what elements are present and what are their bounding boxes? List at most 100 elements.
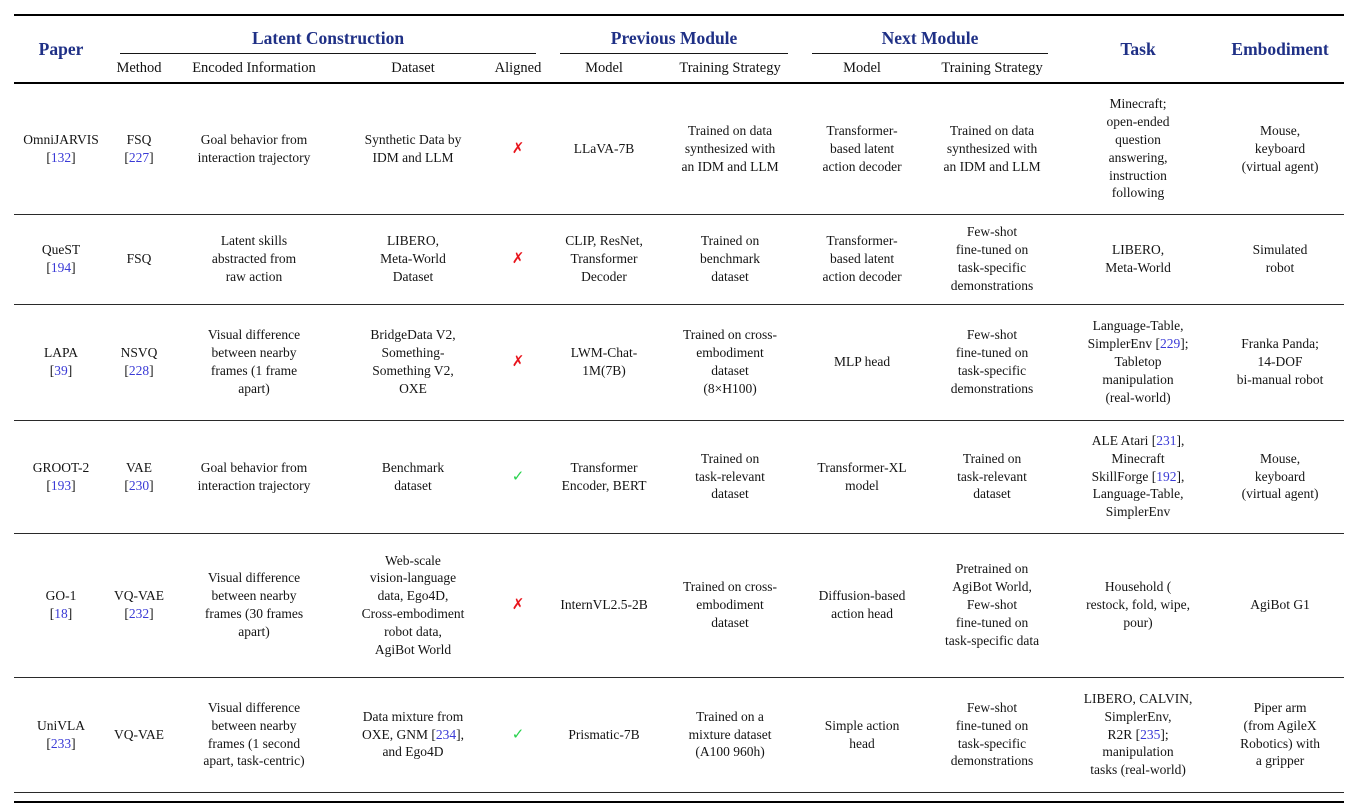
citation-link[interactable]: [235] — [1135, 726, 1165, 742]
table-bottom-rule — [14, 800, 1344, 803]
citation-link[interactable]: [232] — [124, 606, 154, 621]
cell-task: ALE Atari [231], Minecraft SkillForge [192… — [1060, 419, 1217, 533]
table-row: LAPA [39] NSVQ [228] Visual difference betwee… — [14, 303, 1345, 420]
cell-previous-training: Trained on task-relevant dataset — [660, 419, 801, 533]
table-row: GROOT-2 [193] VAE [230] Goal behavior from in… — [14, 419, 1345, 533]
cell-previous-training: Trained on a mixture dataset (A100 960h) — [660, 676, 801, 792]
citation-link[interactable]: [194] — [46, 260, 76, 275]
cell-previous-training: Trained on benchmark dataset — [660, 213, 801, 304]
cell-previous-training: Trained on cross-embodiment dataset — [660, 532, 801, 677]
citation-link[interactable]: [18] — [49, 606, 73, 621]
aligned-cross-icon: ✗ — [511, 138, 525, 157]
citation-link[interactable]: [234] — [431, 726, 461, 742]
citation-number: 232 — [128, 606, 150, 621]
aligned-cross-icon: ✗ — [511, 249, 525, 268]
citation-link[interactable]: [233] — [46, 735, 76, 751]
cell-next-model: MLP head — [800, 303, 925, 420]
cell-aligned: ✗ — [488, 213, 549, 304]
cell-previous-model: LLaVA-7B — [573, 140, 635, 156]
cell-embodiment: Franka Panda; 14-DOF bi-manual robot — [1216, 303, 1345, 420]
cell-next-training: Few-shot fine-tuned on task-specific demons… — [924, 676, 1061, 792]
cell-task: LIBERO, CALVIN, SimplerEnv, R2R [235]; mani… — [1060, 676, 1217, 792]
column-header-aligned: Aligned — [488, 55, 549, 84]
cell-dataset: LIBERO, Meta-World Dataset — [338, 213, 488, 304]
cell-embodiment: Mouse, keyboard (virtual agent) — [1216, 419, 1345, 533]
group-header-label: Next Module — [812, 28, 1049, 54]
cell-dataset: Data mixture from OXE, GNM [234], and Ego4… — [338, 676, 488, 792]
cell-encoded-information: Visual difference between nearby frames (3… — [170, 532, 338, 677]
column-header-task: Task — [1060, 15, 1217, 84]
citation-link[interactable]: [192] — [1151, 468, 1182, 484]
cell-previous-model: CLIP, ResNet, Transformer Decoder — [548, 213, 661, 304]
citation-link[interactable]: [230] — [124, 477, 154, 493]
cell-dataset: Benchmark dataset — [338, 419, 488, 533]
cell-previous-training: Trained on data synthesized with an IDM an… — [681, 123, 779, 174]
aligned-check-icon: ✓ — [511, 466, 525, 485]
cell-task: Language-Table, SimplerEnv [229]; Tabletop… — [1060, 303, 1217, 420]
column-header-paper: Paper — [14, 15, 108, 84]
citation-link[interactable]: [132] — [46, 149, 76, 165]
cell-method: VQ-VAE [232] — [108, 532, 170, 677]
citation-number: 231 — [1156, 432, 1177, 448]
table-body: OmniJARVIS [132] FSQ [227] Goal behavior fro… — [14, 83, 1345, 792]
table-header: Paper Latent Construction Previous Modul… — [14, 15, 1345, 84]
cell-method: NSVQ [228] — [108, 303, 170, 420]
cell-method: VQ-VAE — [108, 676, 170, 792]
cell-embodiment: Mouse, keyboard (virtual agent) — [1241, 123, 1319, 174]
group-header-previous-module: Previous Module — [548, 15, 800, 55]
cell-paper: OmniJARVIS [132] — [23, 131, 99, 165]
cell-dataset: Web-scale vision-language data, Ego4D, Cros… — [338, 532, 488, 677]
aligned-cross-icon: ✗ — [511, 352, 525, 371]
cell-task: Minecraft; open-ended question answering, in… — [1106, 96, 1170, 201]
cell-aligned: ✓ — [488, 419, 549, 533]
cell-previous-model: InternVL2.5-2B — [548, 532, 661, 677]
cell-paper: LAPA [39] — [14, 303, 108, 420]
citation-link[interactable]: [229] — [1155, 336, 1185, 352]
column-header-dataset: Dataset — [338, 55, 488, 84]
group-header-latent-construction: Latent Construction — [108, 15, 548, 55]
cell-paper: GROOT-2 [193] — [14, 419, 108, 533]
cell-encoded-information: Visual difference between nearby frames (1… — [170, 303, 338, 420]
cell-next-training: Few-shot fine-tuned on task-specific demons… — [924, 213, 1061, 304]
cell-encoded-information: Visual difference between nearby frames (1… — [170, 676, 338, 792]
citation-link[interactable]: [39] — [49, 363, 73, 378]
cell-aligned: ✗ — [488, 532, 549, 677]
citation-number: 18 — [54, 606, 68, 621]
citation-number: 230 — [128, 477, 150, 493]
citation-number: 193 — [50, 477, 72, 493]
aligned-check-icon: ✓ — [511, 724, 525, 743]
cell-previous-model: Prismatic-7B — [548, 676, 661, 792]
cell-method: FSQ — [108, 213, 170, 304]
group-header-label: Latent Construction — [120, 28, 537, 54]
citation-number: 228 — [128, 363, 150, 378]
citation-number: 227 — [128, 149, 150, 165]
cell-embodiment: Simulated robot — [1216, 213, 1345, 304]
column-header-next-training-strategy: Training Strategy — [924, 55, 1061, 84]
citation-number: 233 — [50, 735, 72, 751]
column-header-next-model: Model — [800, 55, 925, 84]
citation-number: 234 — [435, 726, 457, 742]
citation-link[interactable]: [193] — [46, 477, 76, 493]
cell-embodiment: AgiBot G1 — [1216, 532, 1345, 677]
cell-encoded-information: Latent skills abstracted from raw action — [170, 213, 338, 304]
table-row: GO-1 [18] VQ-VAE [232] Visual difference betw… — [14, 532, 1345, 677]
citation-link[interactable]: [231] — [1151, 432, 1181, 448]
cell-next-model: Diffusion-based action head — [800, 532, 925, 677]
cell-next-training: Few-shot fine-tuned on task-specific demons… — [924, 303, 1061, 420]
citation-number: 192 — [1156, 468, 1177, 484]
cell-aligned: ✓ — [488, 676, 549, 792]
citation-number: 229 — [1159, 336, 1181, 352]
cell-dataset: Synthetic Data by IDM and LLM — [364, 131, 462, 165]
cell-encoded-information: Goal behavior from interaction trajectory — [197, 131, 311, 165]
citation-number: 194 — [50, 260, 72, 275]
citation-number: 235 — [1140, 726, 1161, 742]
paper-comparison-table: Paper Latent Construction Previous Modul… — [14, 14, 1345, 793]
citation-link[interactable]: [228] — [124, 363, 154, 378]
cell-encoded-information: Goal behavior from interaction trajectory — [170, 419, 338, 533]
cell-aligned: ✗ — [488, 303, 549, 420]
cell-method: FSQ [227] — [124, 131, 154, 165]
column-header-encoded-information: Encoded Information — [170, 55, 338, 84]
citation-link[interactable]: [227] — [124, 149, 154, 165]
cell-next-model: Transformer-based latent action decoder — [822, 123, 902, 174]
